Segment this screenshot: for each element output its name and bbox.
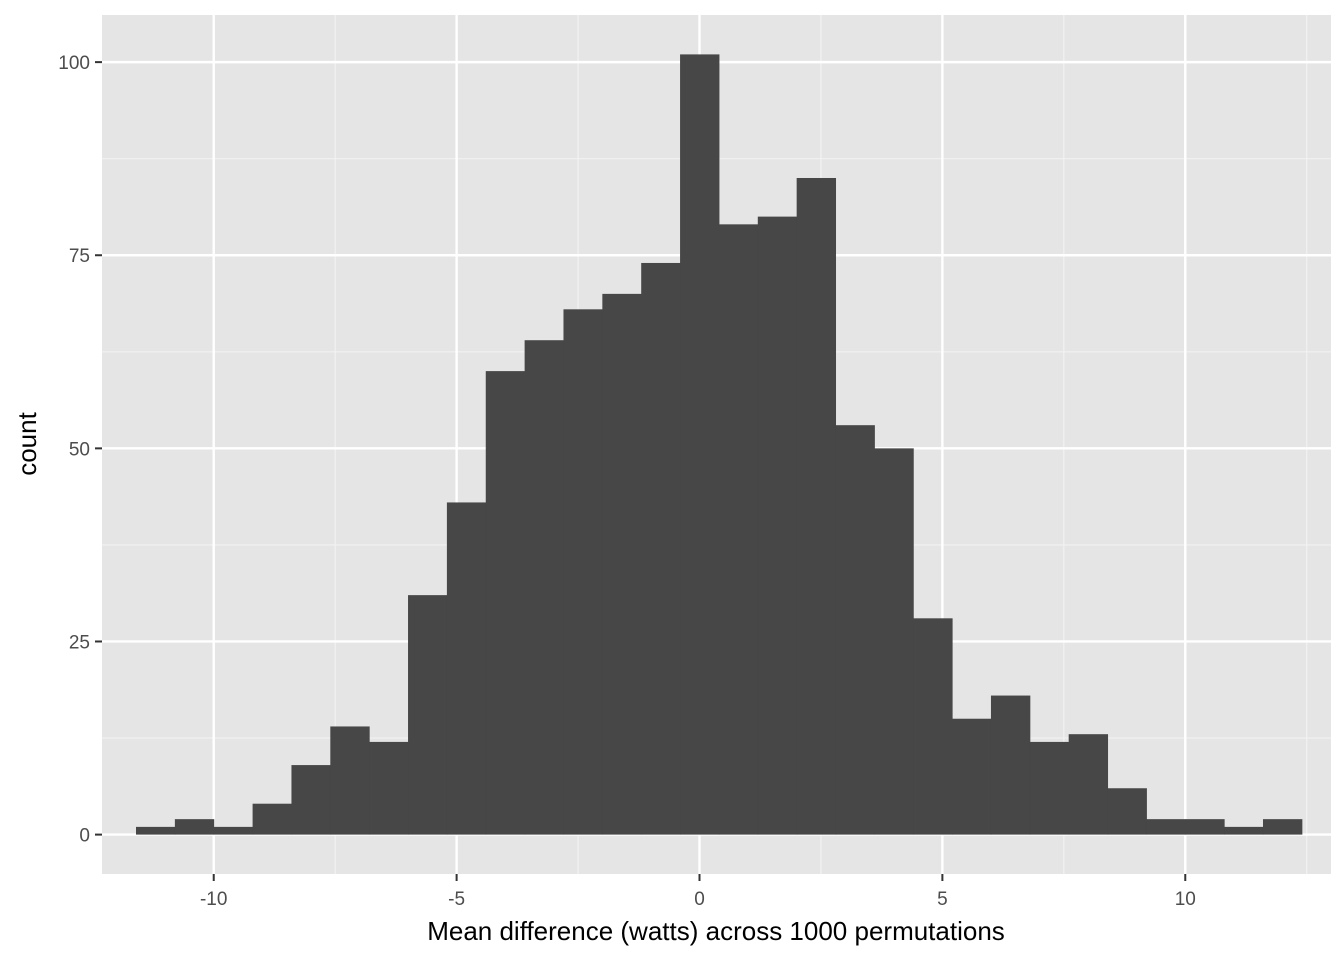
x-axis-ticks: -10 -5 0 5 10 <box>200 874 1196 910</box>
histogram-bars <box>136 54 1303 835</box>
histogram-bar <box>602 293 642 835</box>
histogram-bar <box>1146 819 1186 835</box>
histogram-bar <box>174 819 215 835</box>
histogram-bar <box>835 425 875 835</box>
histogram-bar <box>136 826 176 835</box>
histogram-bar <box>1068 734 1109 835</box>
histogram-bar <box>757 216 798 835</box>
histogram-bar <box>524 340 564 835</box>
y-tick-label: 0 <box>79 826 90 847</box>
y-tick-label: 50 <box>69 439 90 460</box>
histogram-bar <box>330 726 370 835</box>
histogram-bar <box>446 502 487 835</box>
histogram-bar <box>563 309 603 835</box>
histogram-bar <box>213 826 254 835</box>
histogram-bar <box>408 595 448 835</box>
histogram-bar <box>369 741 409 835</box>
x-tick-label: -5 <box>448 889 465 910</box>
y-axis-ticks: 0 25 50 75 100 <box>58 53 102 847</box>
y-axis-title: count <box>12 411 42 475</box>
x-tick-label: 10 <box>1175 889 1196 910</box>
histogram-bar <box>1185 819 1225 835</box>
x-tick-label: 5 <box>937 889 948 910</box>
histogram-bar <box>641 262 681 835</box>
histogram-bar <box>252 803 292 835</box>
y-tick-label: 25 <box>69 632 90 653</box>
histogram-bar <box>913 618 953 835</box>
x-axis-title: Mean difference (watts) across 1000 perm… <box>427 916 1005 946</box>
histogram-bar <box>291 765 331 835</box>
histogram-bar <box>485 371 526 835</box>
x-tick-label: -10 <box>200 889 227 910</box>
histogram-bar <box>718 224 759 835</box>
y-tick-label: 75 <box>69 246 90 267</box>
histogram-bar <box>874 448 914 835</box>
histogram-bar <box>1224 826 1264 835</box>
histogram-bar <box>1107 788 1147 835</box>
y-tick-label: 100 <box>58 53 90 74</box>
histogram-bar <box>952 718 992 835</box>
histogram-bar <box>990 695 1031 835</box>
histogram-bar <box>1029 741 1070 835</box>
histogram-bar <box>1262 819 1303 835</box>
histogram-bar <box>796 177 837 835</box>
histogram-bar <box>680 54 720 835</box>
x-tick-label: 0 <box>694 889 705 910</box>
